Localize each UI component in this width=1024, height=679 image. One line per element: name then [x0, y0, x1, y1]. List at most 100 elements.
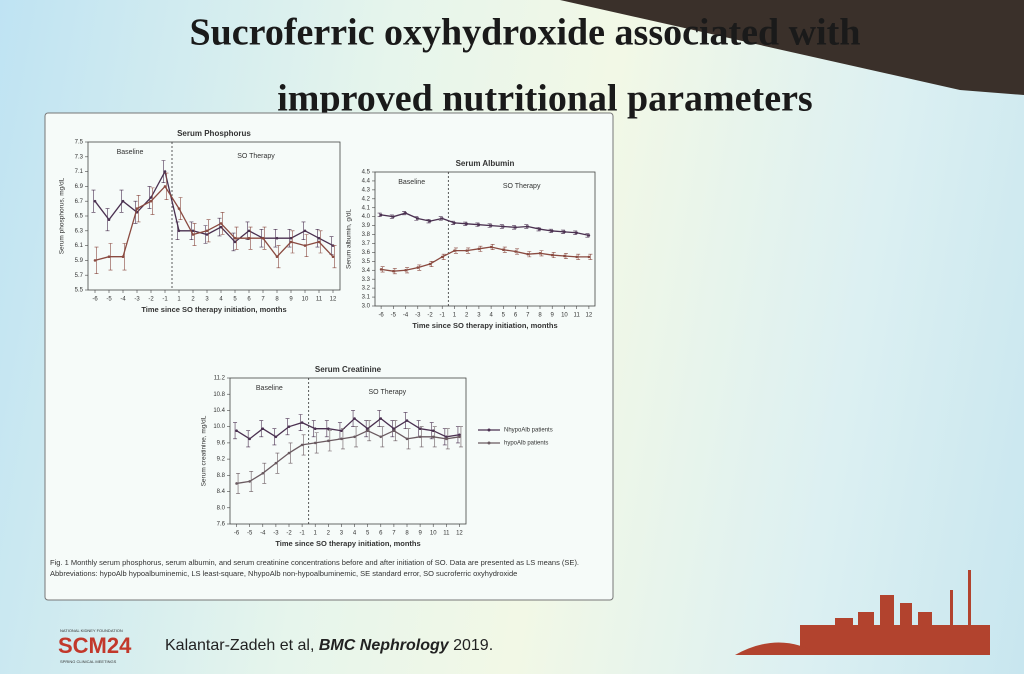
y-tick-label: 8.8 — [217, 473, 226, 479]
x-tick-label: 10 — [430, 531, 437, 537]
y-tick-label: 7.3 — [75, 154, 84, 160]
error-bar — [290, 230, 295, 254]
x-tick-label: -3 — [415, 313, 421, 319]
x-tick-label: 2 — [465, 313, 469, 319]
error-bar — [441, 253, 446, 260]
x-tick-label: 2 — [191, 297, 195, 303]
error-bar — [426, 219, 431, 224]
legend-marker — [487, 441, 491, 445]
x-axis-title: Time since SO therapy initiation, months — [412, 321, 557, 330]
data-point — [526, 252, 530, 256]
error-bar — [527, 251, 532, 258]
x-tick-label: -3 — [273, 531, 279, 537]
data-point — [163, 170, 167, 173]
y-tick-label: 4.1 — [362, 205, 371, 211]
error-bar — [245, 221, 250, 240]
data-point — [445, 437, 448, 441]
y-tick-label: 8.0 — [217, 505, 226, 511]
data-point — [418, 435, 422, 439]
data-point — [379, 213, 383, 217]
series-line — [94, 169, 334, 247]
therapy-label: SO Therapy — [237, 153, 275, 160]
error-bar — [147, 186, 152, 209]
data-point — [303, 244, 307, 247]
logo-org: NATIONAL KIDNEY FOUNDATION — [60, 628, 123, 633]
x-tick-label: -1 — [440, 313, 446, 319]
y-tick-label: 3.1 — [362, 295, 371, 301]
series-line — [94, 185, 334, 262]
x-axis-title: Time since SO therapy initiation, months — [275, 539, 420, 548]
data-point — [233, 240, 237, 244]
error-bar — [354, 426, 359, 448]
legend-label: hypoAlb patients — [504, 441, 548, 447]
error-bar — [304, 234, 309, 257]
x-tick-label: 8 — [538, 313, 542, 319]
data-point — [287, 451, 291, 455]
data-point — [149, 196, 153, 199]
error-bar — [285, 418, 290, 436]
series-line — [381, 246, 589, 272]
data-point — [205, 229, 209, 233]
data-point — [587, 255, 591, 259]
series-line — [236, 417, 460, 440]
data-point — [235, 482, 238, 485]
data-point — [366, 429, 369, 433]
x-tick-label: 12 — [456, 531, 463, 537]
data-point — [247, 236, 251, 240]
error-bar — [314, 432, 319, 454]
data-point — [235, 429, 238, 433]
error-bar — [234, 226, 239, 250]
series-line — [236, 429, 460, 485]
error-bar — [515, 248, 520, 255]
therapy-label: SO Therapy — [503, 183, 541, 190]
error-bar — [108, 243, 113, 271]
data-point — [392, 215, 395, 218]
logo-sub: SPRING CLINICAL MEETINGS — [60, 659, 117, 664]
error-bar — [206, 219, 211, 243]
data-point — [247, 229, 251, 233]
x-tick-label: 6 — [514, 313, 518, 319]
x-tick-label: -1 — [162, 297, 168, 303]
logo: SCM24 — [58, 633, 132, 658]
data-point — [248, 480, 251, 483]
data-point — [317, 240, 321, 244]
data-point — [219, 225, 223, 229]
error-bar — [393, 420, 398, 442]
x-tick-label: -5 — [106, 297, 112, 303]
citation: Kalantar-Zadeh et al, BMC Nephrology 201… — [165, 637, 493, 654]
error-bar — [105, 208, 110, 232]
x-tick-label: -1 — [299, 531, 305, 537]
data-point — [379, 417, 383, 420]
x-tick-label: 3 — [477, 313, 481, 319]
data-point — [261, 427, 265, 430]
error-bar — [475, 222, 480, 227]
data-point — [340, 429, 343, 433]
error-bar — [438, 216, 443, 221]
x-tick-label: 1 — [314, 531, 318, 537]
data-point — [392, 269, 395, 273]
data-point — [275, 236, 279, 240]
error-bar — [536, 227, 541, 232]
plot-frame — [229, 377, 467, 525]
error-bar — [573, 230, 578, 235]
error-bar — [246, 430, 251, 448]
y-tick-label: 3.6 — [362, 250, 371, 256]
y-tick-label: 3.8 — [362, 232, 371, 238]
data-point — [289, 240, 293, 244]
legend-marker — [487, 428, 491, 432]
data-point — [458, 433, 461, 437]
data-point — [219, 222, 223, 225]
data-point — [300, 421, 304, 424]
x-tick-label: -2 — [427, 313, 433, 319]
error-bar — [563, 252, 568, 259]
plot-frame — [374, 171, 596, 307]
x-tick-label: 10 — [561, 313, 568, 319]
x-tick-label: 6 — [247, 297, 251, 303]
y-tick-label: 11.2 — [214, 376, 226, 382]
y-tick-label: 6.5 — [75, 214, 84, 220]
data-point — [327, 427, 330, 430]
baseline-label: Baseline — [117, 149, 144, 156]
data-point — [274, 435, 278, 439]
error-bar — [458, 426, 463, 448]
